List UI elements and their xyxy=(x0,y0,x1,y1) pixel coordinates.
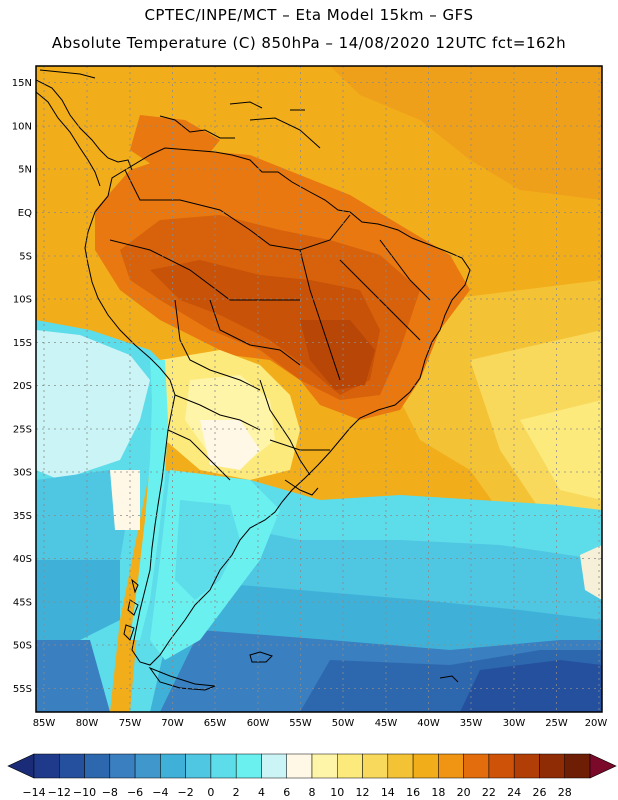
lon-label: 30W xyxy=(503,718,526,729)
lon-label: 70W xyxy=(161,718,184,729)
colorbar-cell xyxy=(387,753,414,779)
colorbar-label: −14 xyxy=(22,786,45,799)
colorbar-label: 22 xyxy=(482,786,496,799)
colorbar-cell xyxy=(412,753,439,779)
lat-label: EQ xyxy=(18,208,32,219)
central-america-coast xyxy=(36,79,133,171)
map-frame xyxy=(35,65,603,713)
colorbar-cell xyxy=(564,753,591,779)
colorbar-label: 24 xyxy=(507,786,521,799)
colorbar-cell xyxy=(261,753,287,779)
colorbar-cell xyxy=(235,753,262,779)
longitude-axis: 85W 80W 75W 70W 65W 60W 55W 50W 45W 40W … xyxy=(33,718,608,729)
lat-label: 10N xyxy=(12,122,32,133)
lat-label: 30S xyxy=(13,468,32,479)
colorbar-cell xyxy=(84,753,111,779)
lat-label: 50S xyxy=(13,641,32,652)
lon-label: 35W xyxy=(460,718,483,729)
colorbar-label: 14 xyxy=(381,786,395,799)
colorbar-label: 4 xyxy=(258,786,265,799)
colorbar-label: −12 xyxy=(48,786,71,799)
colorbar-over-arrow xyxy=(589,753,617,779)
lon-label: 50W xyxy=(332,718,355,729)
lat-label: 40S xyxy=(13,554,32,565)
colorbar-label: 16 xyxy=(406,786,420,799)
lon-label: 65W xyxy=(204,718,227,729)
lon-label: 55W xyxy=(289,718,312,729)
lat-label: 55S xyxy=(13,684,32,695)
colorbar-label: −6 xyxy=(127,786,143,799)
map-title-variable: Absolute Temperature (C) 850hPa – 14/08/… xyxy=(51,34,567,52)
colorbar-label: −2 xyxy=(178,786,194,799)
coastlines xyxy=(36,69,471,691)
temperature-field xyxy=(36,66,602,712)
lon-label: 25W xyxy=(545,718,568,729)
lat-label: 15N xyxy=(12,78,32,89)
colorbar-cell xyxy=(513,753,540,779)
lat-label: 45S xyxy=(13,598,32,609)
country-borders xyxy=(124,169,351,251)
colorbar-cell xyxy=(59,753,85,779)
colorbar-cell xyxy=(362,753,389,779)
colorbar-cell xyxy=(160,753,186,779)
colorbar-label: 12 xyxy=(356,786,370,799)
colorbar: −14 −12 −10 −8 −6 −4 −2 0 2 4 6 8 10 12 14 16 18 20 22 24 26… xyxy=(7,753,617,799)
lat-label: 25S xyxy=(13,425,32,436)
colorbar-label: 2 xyxy=(233,786,240,799)
lat-label: 5S xyxy=(19,252,32,263)
colorbar-label: −10 xyxy=(73,786,96,799)
lat-label: 20S xyxy=(13,381,32,392)
latitude-axis: 15N 10N 5N EQ 5S 10S 15S 20S 25S 30S 35S… xyxy=(12,78,32,695)
lat-label: 10S xyxy=(13,295,32,306)
colorbar-cell xyxy=(210,753,237,779)
map-title-source: CPTEC/INPE/MCT – Eta Model 15km – GFS xyxy=(144,6,474,24)
colorbar-cell xyxy=(33,753,60,779)
south-america-coast xyxy=(84,147,471,666)
colorbar-cell xyxy=(337,753,363,779)
colorbar-cell xyxy=(488,753,515,779)
colorbar-label: 28 xyxy=(558,786,572,799)
colorbar-label: 0 xyxy=(207,786,214,799)
lon-label: 60W xyxy=(247,718,270,729)
colorbar-label: 20 xyxy=(457,786,471,799)
lon-label: 40W xyxy=(417,718,440,729)
colorbar-cell xyxy=(109,753,136,779)
colorbar-cell xyxy=(134,753,161,779)
lat-label: 15S xyxy=(13,338,32,349)
lon-label: 85W xyxy=(33,718,56,729)
colorbar-label: 18 xyxy=(431,786,445,799)
lon-label: 20W xyxy=(585,718,608,729)
colorbar-label: 10 xyxy=(330,786,344,799)
colorbar-cell xyxy=(311,753,338,779)
colorbar-cell xyxy=(286,753,313,779)
colorbar-label: 26 xyxy=(532,786,546,799)
colorbar-label: 8 xyxy=(309,786,316,799)
colorbar-cell xyxy=(539,753,565,779)
colorbar-label: −4 xyxy=(152,786,168,799)
lat-label: 35S xyxy=(13,511,32,522)
lat-label: 5N xyxy=(18,165,32,176)
colorbar-cell xyxy=(463,753,490,779)
lon-label: 75W xyxy=(119,718,142,729)
colorbar-cell xyxy=(185,753,212,779)
colorbar-cells xyxy=(33,753,591,779)
lon-label: 80W xyxy=(76,718,99,729)
colorbar-label: 6 xyxy=(283,786,290,799)
graticule xyxy=(36,66,602,712)
colorbar-label: −8 xyxy=(102,786,118,799)
colorbar-cell xyxy=(438,753,464,779)
lon-label: 45W xyxy=(375,718,398,729)
colorbar-under-arrow xyxy=(7,753,35,779)
colorbar-labels: −14 −12 −10 −8 −6 −4 −2 0 2 4 6 8 10 12 14 16 18 20 22 24 26… xyxy=(22,786,571,799)
